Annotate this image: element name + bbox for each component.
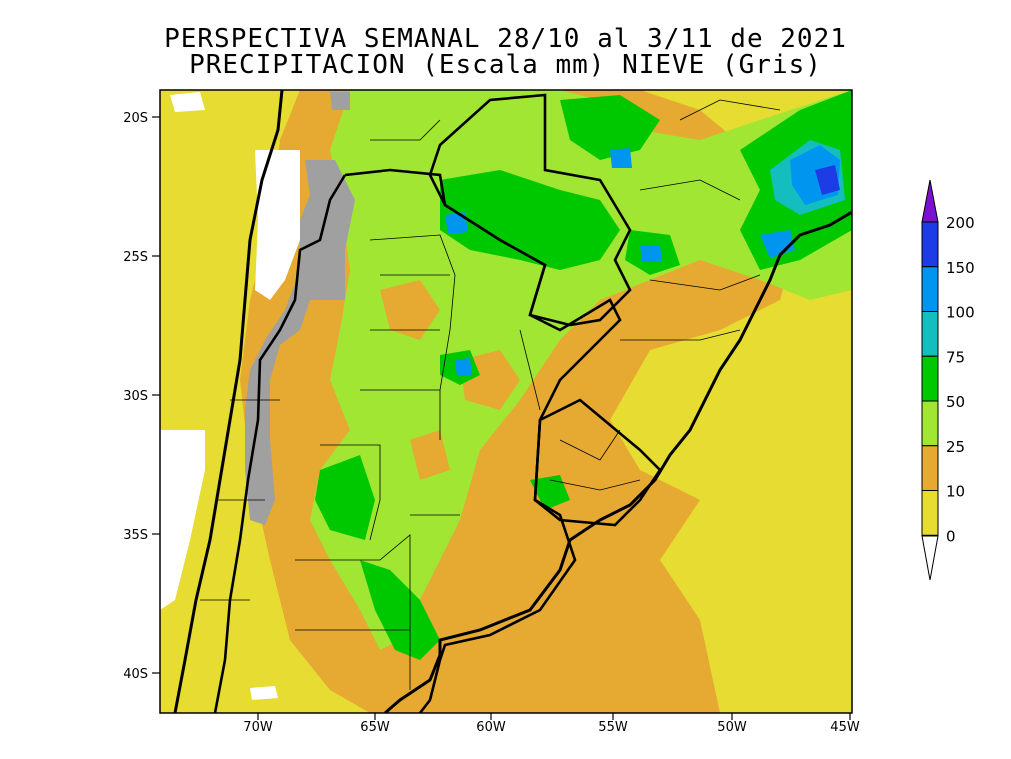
legend-swatch xyxy=(921,400,939,447)
precip-field-100-150 xyxy=(760,230,795,258)
legend-top-arrow xyxy=(921,179,939,223)
legend-label: 100 xyxy=(946,304,975,322)
lon-label: 50W xyxy=(717,720,747,735)
legend-swatch xyxy=(921,311,939,357)
lon-label: 55W xyxy=(598,720,628,735)
map-plot-area xyxy=(160,90,852,713)
lat-label: 20S xyxy=(123,111,148,126)
precip-field-100-150 xyxy=(455,358,472,376)
lon-label: 60W xyxy=(476,720,506,735)
border-uruguay xyxy=(533,398,662,527)
precip-field-150-200 xyxy=(815,165,840,195)
legend-label: 0 xyxy=(946,527,956,545)
precip-field-none xyxy=(170,92,205,112)
province-borders xyxy=(200,99,781,690)
coastline xyxy=(384,210,852,713)
precip-field-none xyxy=(250,686,278,700)
legend-label: 10 xyxy=(946,483,965,501)
legend-swatch xyxy=(921,445,939,491)
precip-field-50-75 xyxy=(440,170,620,270)
lat-label: 25S xyxy=(123,250,148,265)
precip-field-none xyxy=(255,150,300,300)
legend-swatch xyxy=(921,490,939,536)
precip-pocket-10-25 xyxy=(380,280,440,340)
legend-bottom-arrow xyxy=(921,535,939,581)
lat-label: 30S xyxy=(123,389,148,404)
map-title-line-1: PERSPECTIVA SEMANAL 28/10 al 3/11 de 202… xyxy=(164,24,847,54)
lon-label: 70W xyxy=(243,720,273,735)
lat-axis: 20S 25S 30S 35S 40S xyxy=(123,111,160,682)
legend-swatch xyxy=(921,355,939,402)
snow-area xyxy=(245,160,355,525)
precip-field-50-75 xyxy=(360,560,440,660)
precip-pocket-10-25 xyxy=(410,430,450,480)
lat-label: 35S xyxy=(123,528,148,543)
legend-label: 25 xyxy=(946,438,965,456)
precip-field-100-150 xyxy=(640,245,662,262)
legend-label: 150 xyxy=(946,259,975,277)
map-title-line-2: PRECIPITACION (Escala mm) NIEVE (Gris) xyxy=(189,50,822,80)
legend-label: 50 xyxy=(946,393,965,411)
precip-field-100-150 xyxy=(610,148,632,168)
legend-label: 75 xyxy=(946,348,965,366)
precip-field-50-75 xyxy=(315,455,375,540)
precip-field-50-75 xyxy=(560,95,660,160)
precip-field-100-150 xyxy=(445,212,468,234)
precip-field-none xyxy=(160,430,205,610)
lon-axis: 70W 65W 60W 55W 50W 45W xyxy=(243,713,860,735)
lon-label: 45W xyxy=(830,720,860,735)
border-argentina-east xyxy=(344,168,622,713)
coastline-pacific xyxy=(173,90,284,713)
precip-field-50-75 xyxy=(530,475,570,510)
lon-label: 65W xyxy=(360,720,390,735)
legend-swatch xyxy=(921,221,939,268)
snow-area xyxy=(330,92,350,110)
lat-label: 40S xyxy=(123,667,148,682)
legend-label: 200 xyxy=(946,214,975,232)
plot-frame xyxy=(159,89,853,714)
legend-swatch xyxy=(921,266,939,312)
